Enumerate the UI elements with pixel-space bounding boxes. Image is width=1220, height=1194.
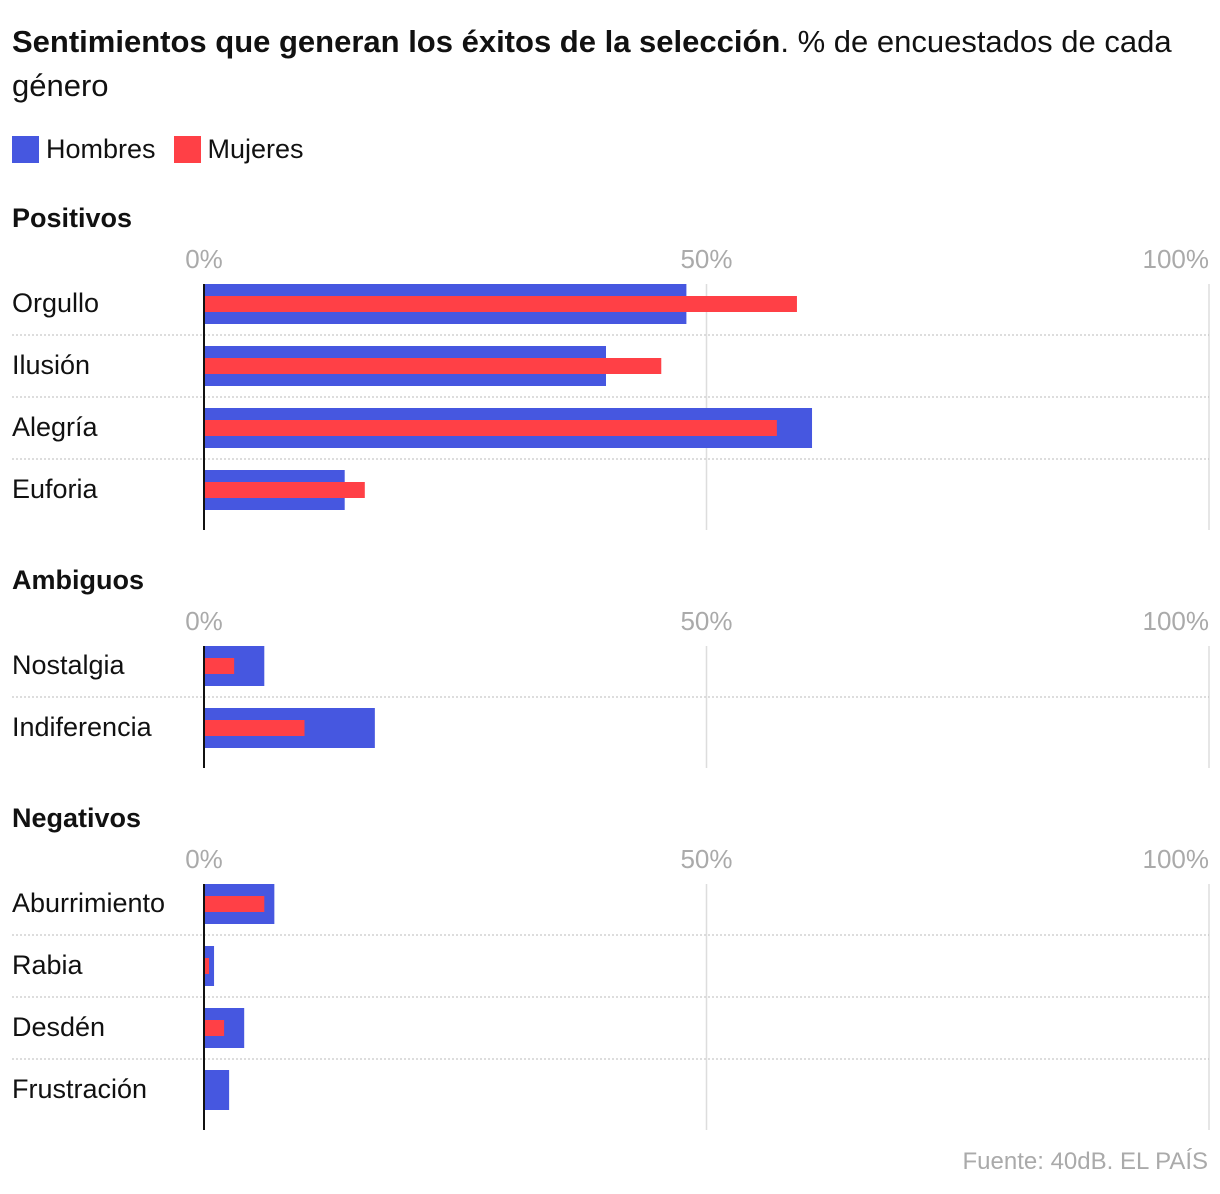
category-label-euforia: Euforia (12, 474, 99, 504)
title-subtitle: . % de encuestados de cada género (12, 24, 1172, 103)
legend-label-mujeres: Mujeres (207, 134, 304, 164)
category-label-ilusion: Ilusión (12, 350, 90, 380)
legend: Hombres Mujeres (12, 134, 322, 165)
source-note: Fuente: 40dB. EL PAÍS (962, 1148, 1208, 1175)
section-title-ambiguos: Ambiguos (12, 565, 144, 595)
legend-item-mujeres: Mujeres (173, 134, 304, 165)
tick-label-negativos-100: 100% (1143, 844, 1210, 874)
title-bold: Sentimientos que generan los éxitos de l… (12, 24, 781, 59)
bar-mujeres-indiferencia (204, 720, 305, 736)
chart-title: Sentimientos que generan los éxitos de l… (12, 20, 1202, 108)
tick-label-ambiguos-0: 0% (185, 606, 223, 636)
bar-mujeres-desden (204, 1020, 225, 1036)
bar-mujeres-orgullo (204, 296, 797, 312)
category-label-nostalgia: Nostalgia (12, 650, 126, 680)
category-label-rabia: Rabia (12, 950, 84, 980)
legend-label-hombres: Hombres (46, 134, 156, 164)
category-label-alegria: Alegría (12, 412, 99, 442)
tick-label-ambiguos-100: 100% (1143, 606, 1210, 636)
section-title-positivos: Positivos (12, 203, 132, 233)
legend-item-hombres: Hombres (12, 134, 156, 165)
bar-mujeres-alegria (204, 420, 777, 436)
tick-label-negativos-50: 50% (680, 844, 732, 874)
category-label-aburrimiento: Aburrimiento (12, 888, 165, 918)
tick-label-positivos-0: 0% (185, 244, 223, 274)
tick-label-positivos-100: 100% (1143, 244, 1210, 274)
bar-hombres-frustracion (204, 1070, 230, 1110)
bar-mujeres-ilusion (204, 358, 662, 374)
category-label-indiferencia: Indiferencia (12, 712, 153, 742)
category-label-desden: Desdén (12, 1012, 105, 1042)
category-label-frustracion: Frustración (12, 1074, 147, 1104)
tick-label-negativos-0: 0% (185, 844, 223, 874)
bar-mujeres-aburrimiento (204, 896, 265, 912)
legend-swatch-hombres (12, 136, 39, 163)
tick-label-positivos-50: 50% (680, 244, 732, 274)
legend-swatch-mujeres (173, 136, 201, 163)
bar-mujeres-nostalgia (204, 658, 235, 674)
bar-mujeres-rabia (204, 958, 210, 974)
bar-mujeres-euforia (204, 482, 365, 498)
section-title-negativos: Negativos (12, 803, 141, 833)
tick-label-ambiguos-50: 50% (680, 606, 732, 636)
category-label-orgullo: Orgullo (12, 288, 99, 318)
